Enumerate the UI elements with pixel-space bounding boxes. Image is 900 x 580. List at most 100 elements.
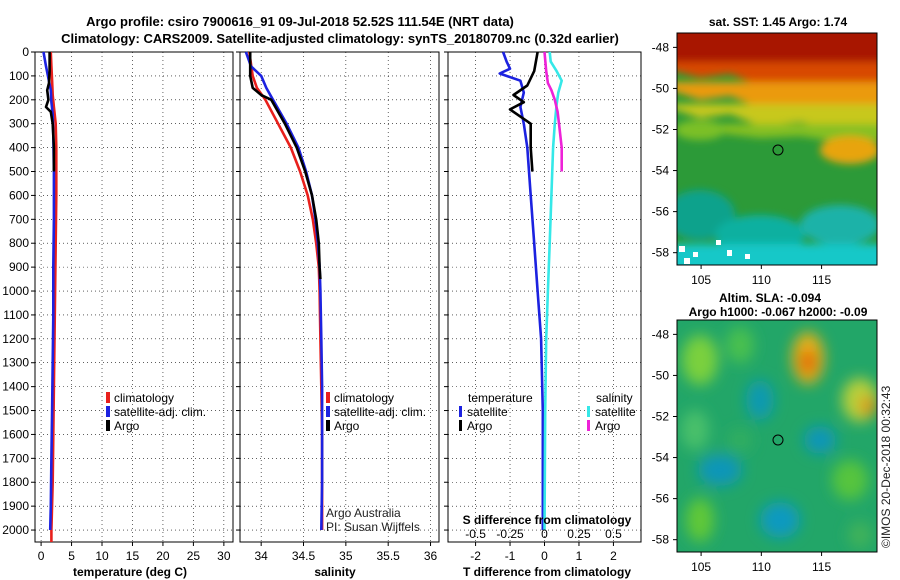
- ytick-label-1700: 1700: [2, 451, 29, 465]
- legend-label-argo: Argo: [334, 419, 360, 433]
- ytick-label-600: 600: [9, 188, 29, 202]
- legend-label-climatology: climatology: [114, 391, 174, 405]
- map-xtick-label-110: 110: [752, 560, 771, 574]
- map-ytick-label-58: -58: [652, 533, 670, 547]
- temperature-frame: [34, 51, 234, 543]
- xtick-label-34: 34: [254, 549, 268, 563]
- temperature-legend: climatology satellite-adj. clim. Argo: [106, 391, 206, 433]
- series-line-climatology: [49, 51, 58, 542]
- map-ytick-label-50: -50: [652, 81, 670, 95]
- ytick-label-700: 700: [9, 212, 29, 226]
- ytick-label-200: 200: [9, 93, 29, 107]
- sla-map-title-1: Altim. SLA: -0.094: [719, 291, 821, 305]
- ytick-label-800: 800: [9, 236, 29, 250]
- s-difference-ticks: -0.5 -0.25 0 0.25 0.5: [465, 527, 622, 541]
- s-tick-label-0: 0: [541, 527, 548, 541]
- xtick-label-10: 10: [95, 549, 109, 563]
- xtick-label-36: 36: [424, 549, 438, 563]
- sst-map-ticks: -48 -50 -52 -54 -56 -58 105 110 115: [652, 40, 832, 287]
- credit-line-1: Argo Australia: [326, 506, 401, 520]
- temperature-panel: 0100200300400500600700800900100011001200…: [2, 45, 234, 579]
- legend-swatch-temp-argo: [459, 420, 462, 431]
- legend-swatch-argo: [326, 420, 330, 431]
- s-tick-label-0-25: -0.25: [496, 527, 524, 541]
- legend-label-sal-satellite: satellite: [595, 405, 636, 419]
- map-ytick-label-56: -56: [652, 205, 670, 219]
- map-xtick-label-115: 115: [812, 273, 831, 287]
- s-tick-label-0-5: -0.5: [465, 527, 486, 541]
- series-line-argo: [44, 52, 56, 172]
- header-line-1: Argo profile: csiro 7900616_91 09-Jul-20…: [86, 14, 514, 29]
- legend-label-satellite: satellite-adj. clim.: [334, 405, 426, 419]
- header-line-2: Climatology: CARS2009. Satellite-adjuste…: [61, 31, 619, 46]
- sla-map-image: [677, 320, 877, 552]
- sla-map-title-2: Argo h1000: -0.067 h2000: -0.09: [689, 305, 868, 319]
- imos-watermark: ©IMOS 20-Dec-2018 00:32:43: [879, 385, 893, 548]
- ytick-label-1800: 1800: [2, 475, 29, 489]
- difference-series: [498, 51, 563, 531]
- legend-swatch-argo: [106, 420, 110, 431]
- xtick-label-5: 5: [68, 549, 75, 563]
- map-ytick-label-54: -54: [652, 164, 670, 178]
- xtick-label-2: 2: [610, 549, 617, 563]
- xtick-label-35: 35: [339, 549, 353, 563]
- ytick-label-1600: 1600: [2, 427, 29, 441]
- ytick-label-1400: 1400: [2, 380, 29, 394]
- map-xtick-label-105: 105: [691, 560, 711, 574]
- xtick-label-0: 0: [541, 549, 548, 563]
- salinity-panel: 34 34.5 35 35.5 36 salinity climatology sate…: [236, 51, 440, 579]
- s-tick-label-0-5: 0.5: [605, 527, 622, 541]
- ytick-label-0: 0: [22, 45, 29, 59]
- sla-map-ticks: -48 -50 -52 -54 -56 -58 105 110 115: [652, 327, 832, 574]
- legend-swatch-sal-argo: [587, 420, 590, 431]
- sla-map-frame: [676, 319, 878, 553]
- map-ytick-label-56: -56: [652, 492, 670, 506]
- ytick-label-1900: 1900: [2, 499, 29, 513]
- xtick-label-1: -1: [505, 549, 516, 563]
- temperature-grid: [35, 51, 233, 542]
- s-tick-label-0-25: 0.25: [567, 527, 591, 541]
- xtick-label-1: 1: [576, 549, 583, 563]
- legend-swatch-sal-satellite: [587, 406, 590, 417]
- temperature-xlabel: temperature (deg C): [73, 565, 187, 579]
- difference-legend: temperature satellite Argo salinity sate…: [459, 391, 636, 433]
- ytick-label-1500: 1500: [2, 404, 29, 418]
- xtick-label-35-5: 35.5: [377, 549, 401, 563]
- temperature-ticks: 0100200300400500600700800900100011001200…: [2, 45, 231, 563]
- ytick-label-2000: 2000: [2, 523, 29, 537]
- salinity-grid: [240, 51, 439, 542]
- map-xtick-label-110: 110: [752, 273, 771, 287]
- ytick-label-1000: 1000: [2, 284, 29, 298]
- map-ytick-label-48: -48: [652, 327, 670, 341]
- ytick-label-300: 300: [9, 117, 29, 131]
- difference-xlabel: T difference from climatology: [463, 565, 631, 579]
- xtick-label-30: 30: [217, 549, 231, 563]
- xtick-label-25: 25: [187, 549, 201, 563]
- series-line-salinity-argo: [543, 51, 563, 172]
- xtick-label-20: 20: [156, 549, 170, 563]
- xtick-label-2: -2: [470, 549, 481, 563]
- legend-label-climatology: climatology: [334, 391, 394, 405]
- map-xtick-label-115: 115: [812, 560, 831, 574]
- ytick-label-500: 500: [9, 165, 29, 179]
- map-ytick-label-52: -52: [652, 409, 670, 423]
- series-line-argo: [248, 52, 322, 280]
- ytick-label-100: 100: [9, 69, 29, 83]
- difference-panel: -2 -1 0 1 2 S difference from climatology -0…: [444, 51, 642, 579]
- s-difference-label: S difference from climatology: [463, 513, 632, 527]
- map-ytick-label-54: -54: [652, 451, 670, 465]
- salinity-xlabel: salinity: [314, 565, 356, 579]
- difference-ticks: -2 -1 0 1 2: [444, 51, 617, 563]
- sla-map: Altim. SLA: -0.094 Argo h1000: -0.067 h2…: [652, 291, 878, 574]
- legend-swatch-satellite: [106, 406, 110, 417]
- series-line-temperature-argo: [508, 51, 539, 172]
- legend-swatch-climatology: [326, 392, 330, 403]
- legend-title-salinity: salinity: [596, 391, 633, 405]
- sst-map: sat. SST: 1.45 Argo: 1.74: [652, 15, 878, 287]
- xtick-label-34-5: 34.5: [292, 549, 316, 563]
- legend-label-temp-satellite: satellite: [467, 405, 508, 419]
- map-ytick-label-50: -50: [652, 368, 670, 382]
- ytick-label-1300: 1300: [2, 356, 29, 370]
- credit-line-2: PI: Susan Wijffels: [326, 520, 420, 534]
